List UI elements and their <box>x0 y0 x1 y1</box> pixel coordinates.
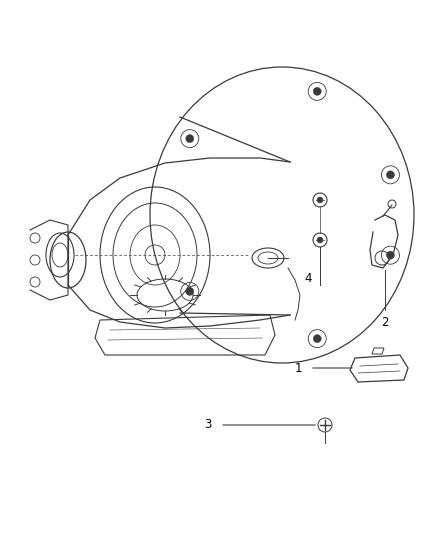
Circle shape <box>313 335 321 343</box>
Circle shape <box>186 287 194 295</box>
Circle shape <box>386 171 395 179</box>
Circle shape <box>317 197 323 203</box>
Circle shape <box>317 237 323 243</box>
Text: 3: 3 <box>204 418 212 432</box>
Circle shape <box>313 87 321 95</box>
Text: 1: 1 <box>294 361 302 375</box>
Circle shape <box>186 135 194 143</box>
Text: 4: 4 <box>304 271 312 285</box>
Text: 2: 2 <box>381 316 389 328</box>
Circle shape <box>386 251 395 259</box>
